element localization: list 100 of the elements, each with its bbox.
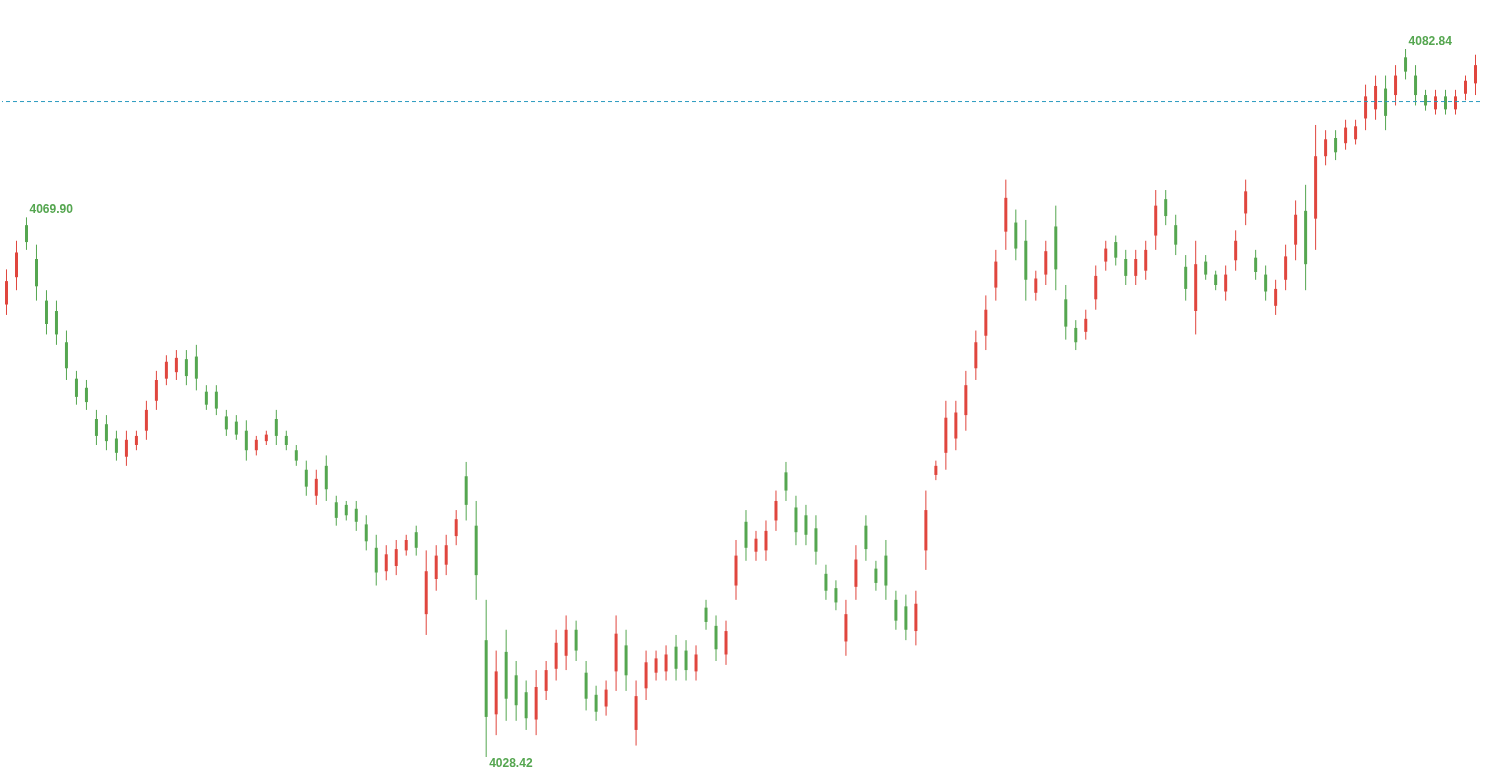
candlestick (124, 430, 128, 467)
candlestick (284, 430, 288, 451)
candlestick (544, 660, 548, 701)
candlestick (804, 504, 808, 546)
candlestick (5, 268, 8, 316)
candlestick (1114, 235, 1118, 266)
candlestick (1074, 319, 1078, 351)
candlestick (1284, 244, 1288, 291)
candlestick (384, 544, 388, 581)
candlestick (244, 419, 248, 462)
candlestick (234, 414, 238, 441)
candlestick (594, 685, 598, 722)
candlestick (1474, 54, 1477, 96)
candlestick (354, 500, 358, 532)
candlestick (1464, 75, 1468, 101)
candlestick (174, 349, 178, 381)
candlestick (1414, 64, 1418, 106)
candlestick (1354, 119, 1358, 145)
candlestick (184, 349, 188, 386)
candlestick (1364, 84, 1368, 131)
candlestick (1174, 214, 1178, 256)
candlestick (1214, 270, 1218, 291)
text: 4082.84 (1408, 34, 1453, 48)
candlestick (364, 514, 368, 551)
candlestick (164, 354, 168, 386)
candlestick (274, 409, 278, 446)
annotation: 4028.42 (489, 756, 533, 770)
candlestick (94, 409, 98, 446)
candlestick (864, 514, 868, 562)
candlestick (104, 414, 108, 451)
candlestick (1374, 75, 1378, 121)
candlestick (774, 490, 778, 532)
candlestick (1204, 254, 1208, 281)
candlestick (74, 370, 78, 406)
candlestick (824, 564, 828, 601)
candlestick (324, 454, 328, 502)
candlestick (604, 680, 608, 717)
candlestick (784, 461, 788, 502)
candlestick (894, 590, 898, 631)
candlestick (684, 639, 688, 681)
candlestick (414, 525, 418, 557)
candlestick (1394, 64, 1398, 106)
candlestick (904, 594, 908, 641)
candlestick (224, 409, 228, 437)
candlestick (814, 514, 818, 566)
candlestick (1224, 264, 1228, 302)
candlestick (1404, 48, 1408, 80)
candlestick (1044, 240, 1048, 286)
candlestick (454, 509, 458, 546)
candlestick (1344, 119, 1348, 151)
candlestick (1134, 249, 1138, 286)
candlestick (754, 530, 758, 562)
candlestick (434, 544, 438, 592)
candlestick (714, 614, 718, 662)
candlestick (194, 344, 198, 391)
candlestick (44, 289, 48, 335)
candlestick (704, 599, 708, 631)
candlestick (1454, 89, 1458, 116)
candlestick (1184, 254, 1188, 302)
candlestick (1434, 89, 1438, 116)
candlestick (1254, 249, 1258, 281)
candlestick (294, 444, 298, 467)
candlestick (404, 534, 408, 557)
candlestick (1164, 189, 1168, 226)
candlestick (114, 430, 118, 462)
candlestick (1444, 89, 1448, 116)
candlestick (764, 519, 768, 562)
candlestick (1084, 309, 1088, 341)
candlestick (834, 579, 838, 611)
candlestick (334, 495, 338, 527)
candlestick (724, 620, 728, 666)
candlestick (254, 435, 258, 456)
candlestick (574, 620, 578, 662)
candlestick (1274, 279, 1278, 316)
candlestick (674, 634, 678, 681)
candlestick (1104, 240, 1108, 272)
candlestick (154, 370, 158, 411)
candlestick (1424, 89, 1428, 112)
annotation: 4069.90 (29, 202, 74, 217)
candlestick (54, 300, 58, 346)
candlestick (694, 644, 698, 681)
candlestick (1094, 264, 1098, 311)
candlestick (1324, 129, 1328, 166)
candlestick (134, 430, 138, 451)
candlestick (1244, 179, 1248, 226)
candlestick (1234, 229, 1238, 272)
candlestick (1264, 264, 1268, 302)
candlestick (1034, 270, 1038, 302)
candlestick (344, 500, 348, 521)
candlestick (314, 469, 318, 506)
candlestick (1144, 240, 1148, 281)
candlestick (664, 644, 668, 681)
candlestick (144, 400, 148, 441)
candlestick (444, 534, 448, 576)
candlestick (394, 539, 398, 576)
candlestick (934, 460, 938, 481)
candlestick (874, 560, 878, 592)
candlestick (304, 460, 308, 497)
candlestick (84, 379, 88, 411)
candlestick (1334, 129, 1338, 161)
